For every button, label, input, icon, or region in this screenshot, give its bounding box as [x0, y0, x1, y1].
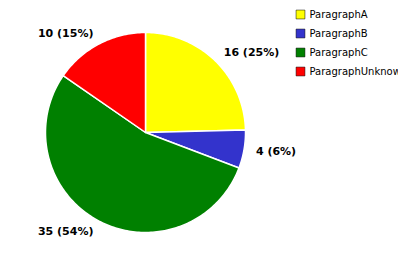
svg-text:16 (25%): 16 (25%)	[224, 46, 280, 59]
svg-text:ParagraphA: ParagraphA	[310, 9, 368, 20]
svg-text:35 (54%): 35 (54%)	[38, 225, 94, 238]
svg-text:ParagraphUnknown: ParagraphUnknown	[310, 66, 398, 77]
svg-text:4 (6%): 4 (6%)	[256, 145, 296, 158]
svg-text:ParagraphC: ParagraphC	[310, 47, 368, 58]
svg-text:ParagraphB: ParagraphB	[310, 28, 368, 39]
svg-text:10 (15%): 10 (15%)	[38, 27, 94, 40]
